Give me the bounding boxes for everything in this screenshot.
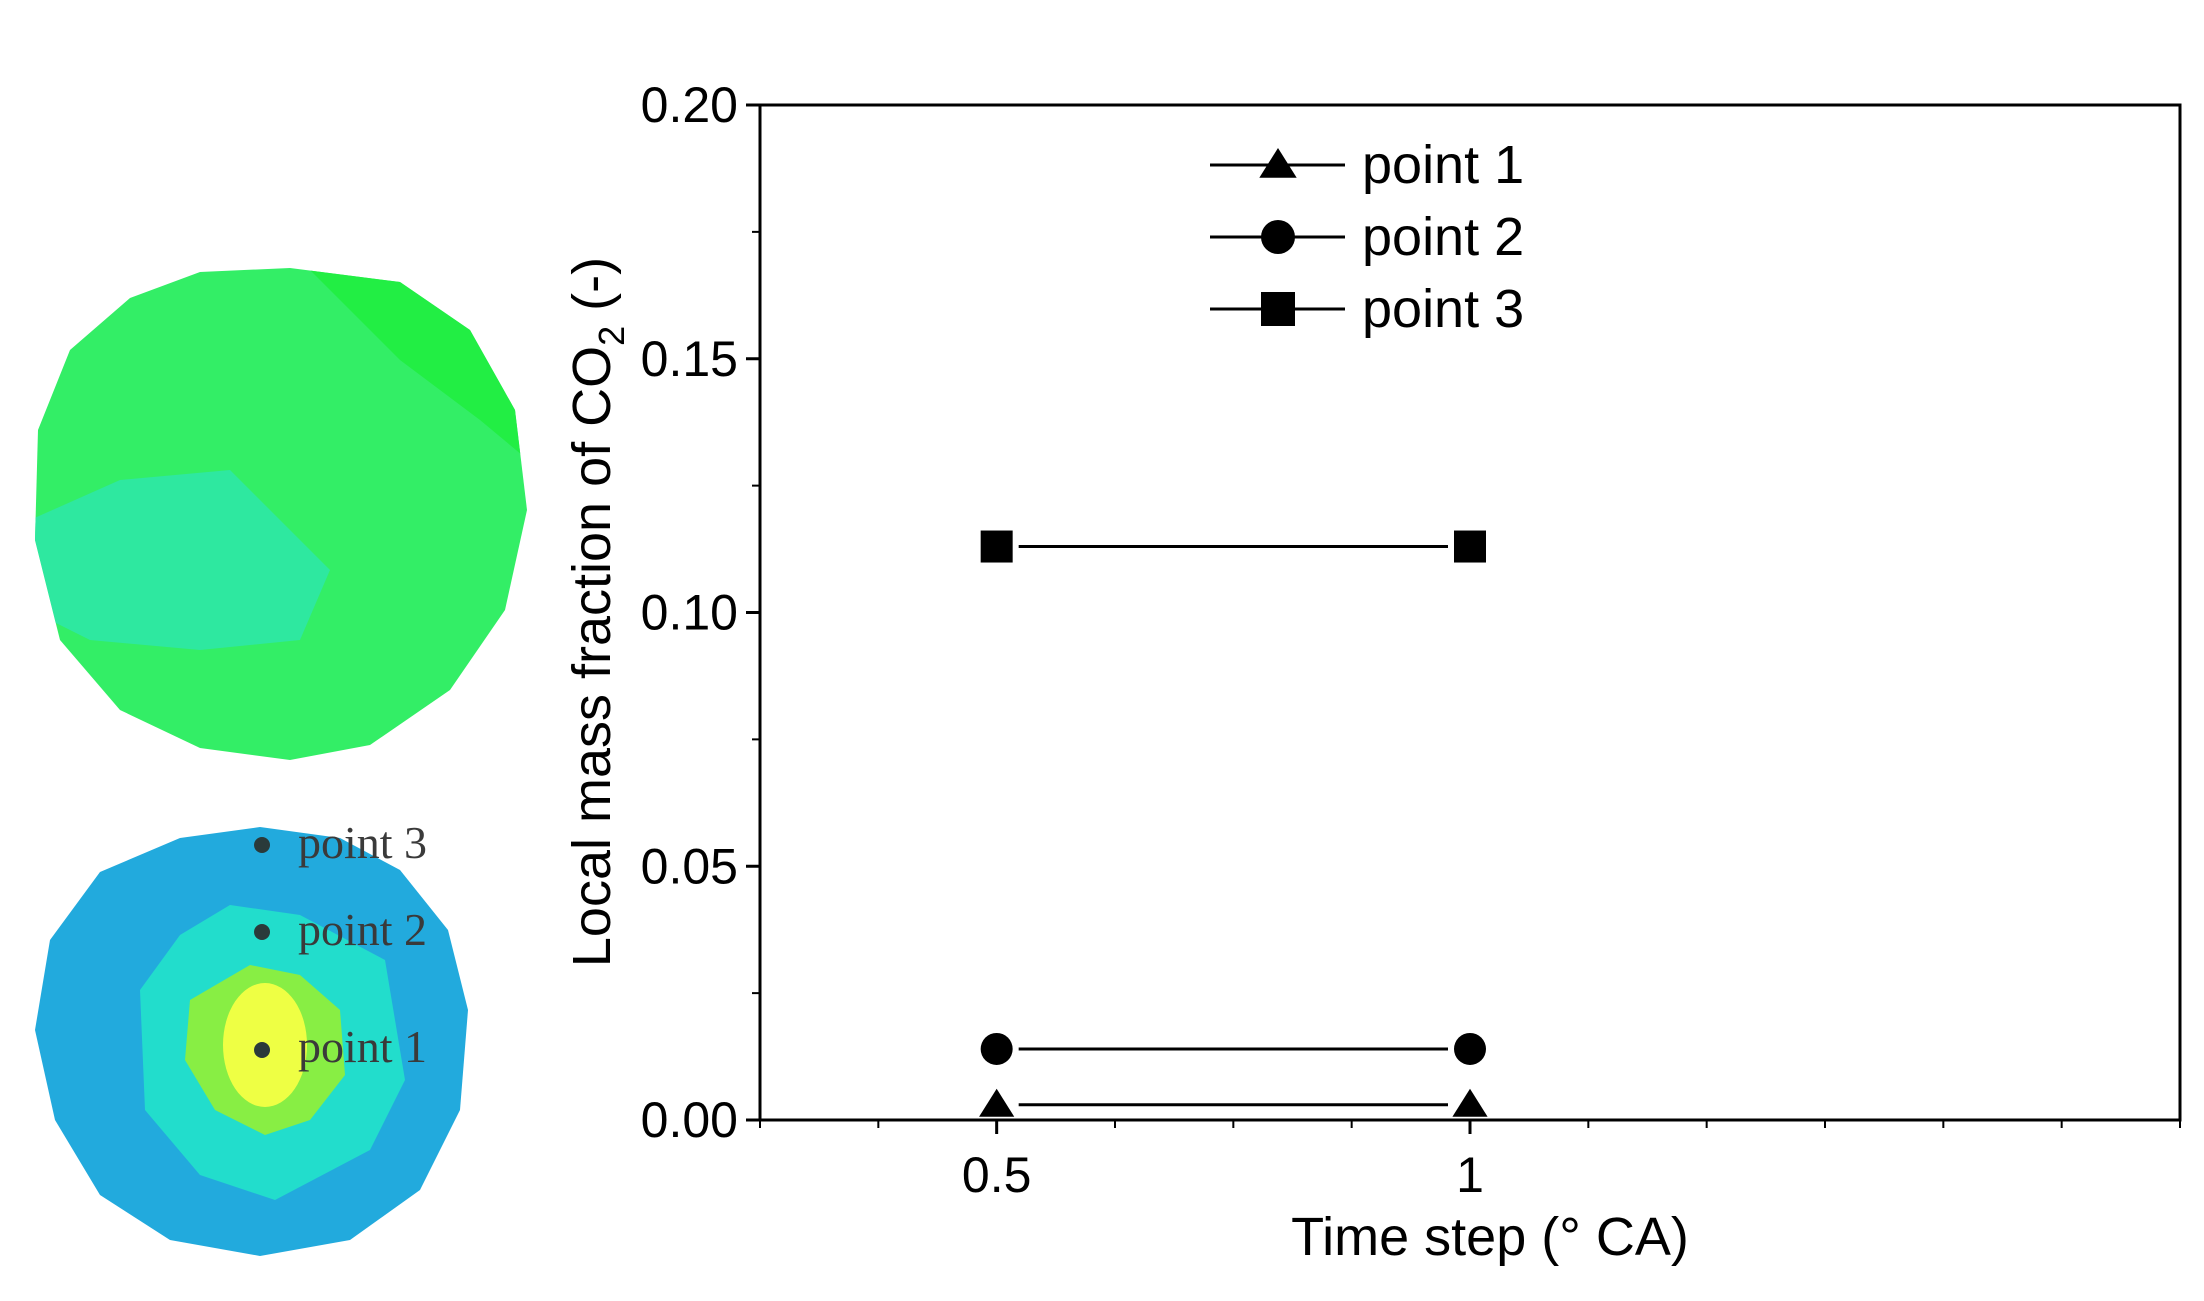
y-axis-title-subscript: 2 [591, 326, 632, 346]
y-tick-label: 0.00 [641, 1092, 738, 1148]
x-tick-label: 0.5 [962, 1147, 1032, 1203]
map-label-point-3: point 3 [298, 817, 427, 868]
y-tick-label: 0.10 [641, 585, 738, 641]
y-tick-label: 0.05 [641, 838, 738, 894]
legend-label: point 2 [1362, 207, 1524, 267]
upper-contour-map [35, 268, 527, 760]
x-axis-title: Time step (° CA) [1291, 1207, 1689, 1267]
series-circle [980, 1032, 1486, 1065]
data-point-triangle [979, 1088, 1015, 1117]
series-layer [979, 530, 1488, 1117]
legend-marker-circle [1261, 220, 1295, 254]
data-point-triangle [1452, 1088, 1488, 1117]
y-axis-title-main: Local mass fraction of CO [562, 346, 622, 967]
y-axis-title: Local mass fraction of CO2 (-) [562, 257, 632, 967]
x-tick-label: 1 [1456, 1147, 1484, 1203]
map-label-point-2: point 2 [298, 904, 427, 955]
legend: point 1 point 2 point 3 [1210, 135, 1524, 339]
point-3-dot [254, 837, 270, 853]
legend-label: point 3 [1362, 279, 1524, 339]
legend-marker-triangle [1259, 148, 1297, 178]
y-axis: 0.00 0.05 0.10 0.15 0.20 [641, 77, 760, 1148]
y-tick-label: 0.15 [641, 331, 738, 387]
point-1-dot [254, 1042, 270, 1058]
y-axis-title-unit: (-) [562, 257, 622, 326]
data-point-square [980, 530, 1013, 563]
series-triangle [979, 1088, 1488, 1117]
point-2-dot [254, 924, 270, 940]
data-point-square [1454, 530, 1486, 563]
x-axis: 0.5 1 [759, 1120, 2181, 1203]
map-label-point-1: point 1 [298, 1021, 427, 1072]
data-point-circle [980, 1032, 1013, 1065]
legend-item: point 1 [1210, 135, 1524, 195]
legend-label: point 1 [1362, 135, 1524, 195]
lower-contour-map: point 3 point 2 point 1 [35, 817, 468, 1256]
y-tick-label: 0.20 [641, 77, 738, 133]
series-square [980, 530, 1486, 563]
legend-item: point 2 [1210, 207, 1524, 267]
legend-item: point 3 [1210, 279, 1524, 339]
upper-map-cyan-zone [35, 470, 330, 650]
data-point-circle [1454, 1032, 1486, 1065]
legend-marker-square [1261, 292, 1295, 326]
